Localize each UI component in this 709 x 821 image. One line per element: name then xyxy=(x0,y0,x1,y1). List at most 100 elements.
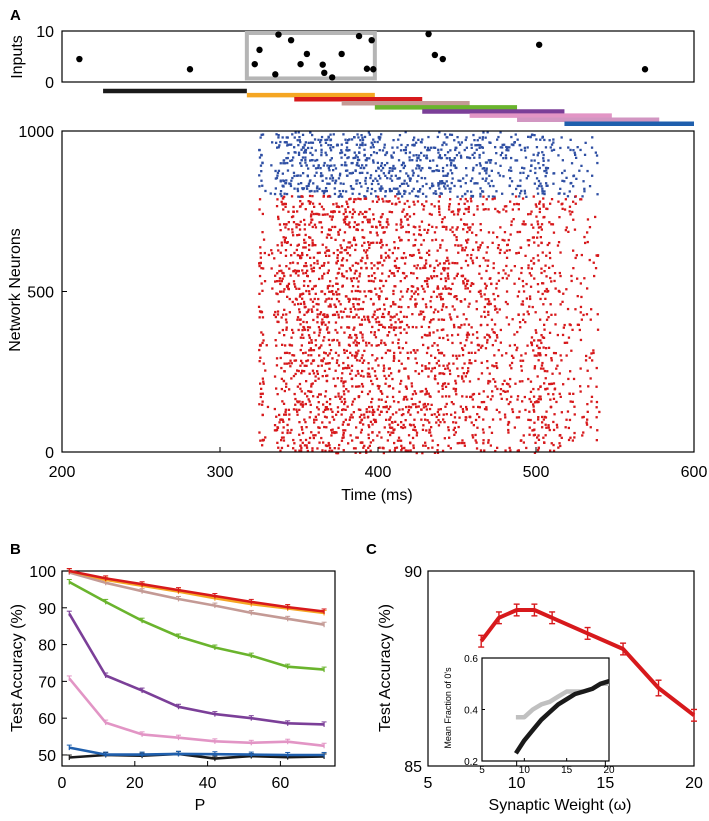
raster-spike xyxy=(344,307,347,310)
raster-spike xyxy=(539,182,542,185)
raster-spike xyxy=(437,287,440,290)
raster-spike xyxy=(391,341,394,344)
raster-spike xyxy=(360,318,364,321)
raster-spike xyxy=(384,351,387,355)
raster-spike xyxy=(450,318,453,321)
raster-spike xyxy=(546,184,549,187)
raster-spike xyxy=(286,169,290,172)
raster-spike xyxy=(279,140,282,144)
raster-spike xyxy=(497,135,500,139)
raster-spike xyxy=(337,300,341,303)
raster-spike xyxy=(468,156,472,160)
raster-spike xyxy=(258,348,261,352)
raster-spike xyxy=(523,149,527,152)
raster-spike xyxy=(477,290,481,293)
raster-spike xyxy=(407,306,410,309)
raster-spike xyxy=(289,243,292,247)
raster-spike xyxy=(334,225,337,229)
raster-spike xyxy=(456,367,459,370)
raster-spike xyxy=(322,164,325,167)
raster-spike xyxy=(561,207,564,210)
raster-spike xyxy=(351,400,355,403)
raster-spike xyxy=(537,398,540,401)
raster-spike xyxy=(422,208,425,211)
raster-spike xyxy=(298,228,302,231)
raster-spike xyxy=(465,339,468,342)
raster-spike xyxy=(517,251,520,254)
raster-spike xyxy=(520,271,523,275)
raster-spike xyxy=(433,451,437,454)
raster-spike xyxy=(334,321,338,324)
raster-spike xyxy=(369,174,373,177)
raster-spike xyxy=(359,374,363,377)
raster-spike xyxy=(371,143,374,146)
raster-spike xyxy=(389,177,392,180)
raster-spike xyxy=(388,200,391,203)
raster-spike xyxy=(397,370,401,373)
raster-spike xyxy=(329,159,332,162)
raster-spike xyxy=(301,297,304,300)
raster-spike xyxy=(382,325,385,329)
raster-spike xyxy=(384,343,387,346)
raster-spike xyxy=(504,154,508,157)
raster-spike xyxy=(273,424,277,427)
raster-spike xyxy=(330,164,333,167)
raster-spike xyxy=(258,148,261,152)
raster-spike xyxy=(417,195,420,198)
raster-spike xyxy=(535,215,538,218)
raster-spike xyxy=(380,256,383,259)
raster-spike xyxy=(311,141,315,144)
raster-spike xyxy=(411,436,415,440)
raster-spike xyxy=(441,449,445,452)
raster-spike xyxy=(542,367,545,370)
raster-spike xyxy=(526,344,529,347)
raster-spike xyxy=(441,143,444,147)
raster-spike xyxy=(399,218,403,221)
raster-spike xyxy=(457,210,460,213)
inset-ytick-label: 0.2 xyxy=(464,757,478,768)
raster-spike xyxy=(411,393,415,396)
raster-spike xyxy=(421,185,424,188)
raster-spike xyxy=(361,138,365,142)
raster-spike xyxy=(552,449,556,452)
raster-spike xyxy=(401,271,405,275)
raster-spike xyxy=(321,174,324,177)
raster-spike xyxy=(541,192,544,195)
raster-spike xyxy=(342,408,345,411)
raster-spike xyxy=(354,447,357,450)
raster-spike xyxy=(392,187,396,190)
raster-spike xyxy=(299,302,303,305)
raster-spike xyxy=(562,326,565,329)
raster-spike xyxy=(346,149,349,152)
raster-spike xyxy=(407,184,410,187)
raster-spike xyxy=(281,136,284,139)
raster-spike xyxy=(394,446,397,450)
raster-spike xyxy=(309,411,312,414)
raster-spike xyxy=(307,200,310,203)
raster-spike xyxy=(579,305,583,309)
raster-spike xyxy=(488,184,492,188)
raster-spike xyxy=(397,338,400,341)
raster-spike xyxy=(323,425,326,429)
raster-spike xyxy=(416,190,420,193)
raster-spike xyxy=(523,395,526,399)
raster-spike xyxy=(365,408,368,411)
raster-spike xyxy=(583,187,586,190)
raster-spike xyxy=(381,312,385,316)
raster-spike xyxy=(350,364,354,367)
raster-spike xyxy=(455,228,458,231)
raster-spike xyxy=(400,379,403,383)
input-spike-point xyxy=(76,55,83,63)
raster-spike xyxy=(515,348,518,352)
raster-spike xyxy=(438,213,441,216)
raster-spike xyxy=(327,444,330,447)
raster-spike xyxy=(474,418,478,422)
raster-spike xyxy=(439,180,442,183)
raster-spike xyxy=(482,131,485,134)
raster-spike xyxy=(310,339,313,342)
raster-spike xyxy=(434,190,437,193)
raster-spike xyxy=(481,428,485,431)
raster-spike xyxy=(400,226,403,229)
raster-spike xyxy=(520,369,523,372)
raster-spike xyxy=(325,328,329,331)
